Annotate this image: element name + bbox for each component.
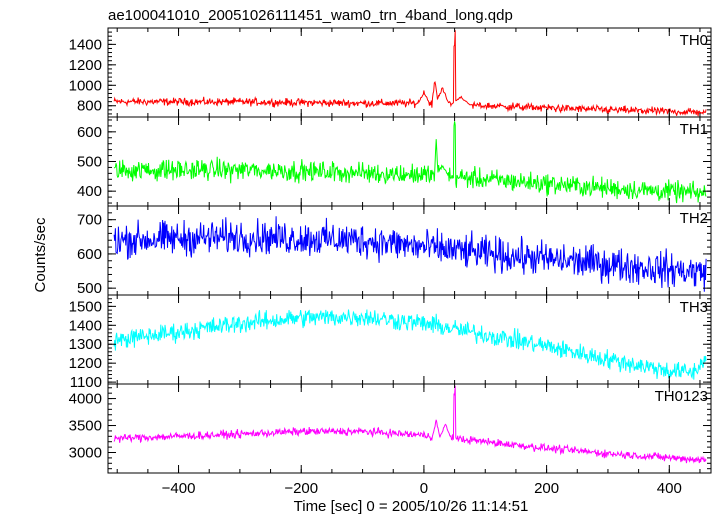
y-tick-label: 3500 [69,418,102,435]
x-tick-label: −200 [284,480,318,497]
panel-th0123: 3000 3500 4000 TH0123 [69,383,712,474]
series-th3 [113,309,707,380]
chart-title: ae100041010_20051026111451_wam0_trn_4ban… [108,7,513,24]
series-th0 [113,30,707,117]
y-tick-label: 400 [77,183,102,200]
y-tick-label: 500 [77,280,102,297]
x-tick-label: 200 [534,480,559,497]
y-tick-label: 4000 [69,391,102,408]
y-tick-label: 1200 [69,57,102,74]
x-tick-label: 0 [420,480,428,497]
panels: 800 1000 1200 1400 TH0 400 500 600 TH1 500 600 700 T… [69,27,712,474]
y-tick-label: 1000 [69,77,102,94]
y-tick-label: 1200 [69,355,102,372]
x-tick-labels: −400 −200 0 200 400 [162,480,682,497]
x-tick-label: −400 [162,480,196,497]
panel-label-th2: TH2 [680,210,708,227]
panel-label-th3: TH3 [680,299,708,316]
panel-label-th0: TH0 [680,32,708,49]
x-tick-label: 400 [657,480,682,497]
series-th0123 [113,385,707,464]
panel-frame [107,383,712,474]
panel-label-th0123: TH0123 [655,388,708,405]
panel-th1: 400 500 600 TH1 [77,116,712,207]
series-th2 [113,216,707,292]
panel-th0: 800 1000 1200 1400 TH0 [69,27,712,118]
y-tick-label: 1400 [69,317,102,334]
panel-frame [107,205,712,296]
series-th1 [113,121,707,204]
y-axis-label: Counts/sec [32,217,49,293]
panel-th2: 500 600 700 TH2 [77,205,712,297]
y-tick-label: 500 [77,154,102,171]
panel-frame [107,27,712,118]
panel-label-th1: TH1 [680,121,708,138]
y-tick-label: 1100 [70,374,102,391]
y-tick-label: 600 [77,124,102,141]
y-tick-label: 600 [77,246,102,263]
y-tick-label: 700 [77,212,102,229]
y-tick-label: 1300 [69,336,102,353]
y-tick-label: 1500 [69,298,102,315]
y-tick-label: 800 [77,98,102,115]
y-tick-label: 3000 [69,445,102,462]
y-tick-label: 1400 [69,36,102,53]
x-axis-label: Time [sec] 0 = 2005/10/26 11:14:51 [294,498,529,515]
panel-th3: 1100 1200 1300 1400 1500 TH3 [69,294,712,391]
